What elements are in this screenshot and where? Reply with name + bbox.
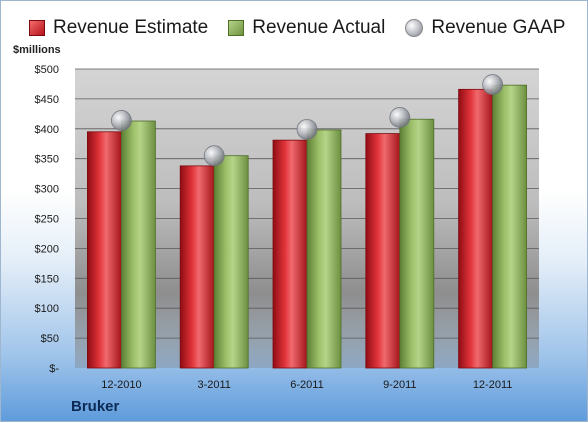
y-tick-label: $350 [35, 154, 59, 166]
legend-swatch-actual [228, 20, 245, 36]
bar-revenue-actual [121, 120, 156, 369]
legend-item-revenue-gaap: Revenue GAAP [405, 17, 565, 39]
legend-label-actual: Revenue Actual [252, 17, 386, 38]
legend-item-revenue-actual: Revenue Actual [228, 17, 385, 39]
x-tick-label: 9-2011 [383, 379, 416, 391]
legend-swatch-estimate [29, 20, 45, 36]
y-tick-label: $50 [41, 333, 59, 345]
y-tick-label: $250 [35, 214, 59, 226]
y-tick-label: $500 [35, 64, 59, 76]
x-tick-label: 12-2011 [473, 379, 513, 391]
y-tick-label: $400 [35, 124, 59, 136]
point-revenue-gaap [482, 74, 504, 95]
point-revenue-gaap [203, 145, 225, 167]
bar-revenue-estimate [87, 131, 122, 369]
y-tick-label: $100 [35, 303, 59, 315]
company-label: Bruker [71, 398, 120, 415]
y-tick-label: $450 [35, 94, 59, 106]
bar-revenue-estimate [179, 165, 215, 369]
bar-revenue-actual [213, 155, 249, 369]
y-tick-label: $200 [35, 243, 59, 255]
y-tick-label: $150 [35, 273, 59, 285]
legend-label-gaap: Revenue GAAP [431, 17, 566, 38]
y-axis-unit-label: $millions [13, 44, 61, 56]
bar-revenue-actual [306, 129, 342, 369]
y-tick-label: $- [49, 363, 59, 375]
legend: Revenue Estimate Revenue Actual Revenue … [29, 17, 585, 39]
point-revenue-gaap [389, 107, 411, 128]
x-tick-label: 12-2010 [101, 379, 141, 391]
bar-revenue-estimate [458, 88, 494, 369]
x-tick-label: 3-2011 [197, 379, 230, 391]
bar-revenue-actual [492, 84, 528, 369]
y-tick-label: $300 [35, 184, 59, 196]
legend-swatch-gaap [405, 19, 424, 37]
legend-label-estimate: Revenue Estimate [53, 17, 209, 38]
bar-revenue-estimate [272, 139, 308, 369]
x-tick-label: 6-2011 [290, 379, 323, 391]
bar-revenue-estimate [365, 133, 401, 369]
point-revenue-gaap [296, 118, 318, 140]
bar-revenue-actual [399, 118, 435, 369]
point-revenue-gaap [111, 110, 132, 131]
legend-item-revenue-estimate: Revenue Estimate [29, 17, 208, 39]
